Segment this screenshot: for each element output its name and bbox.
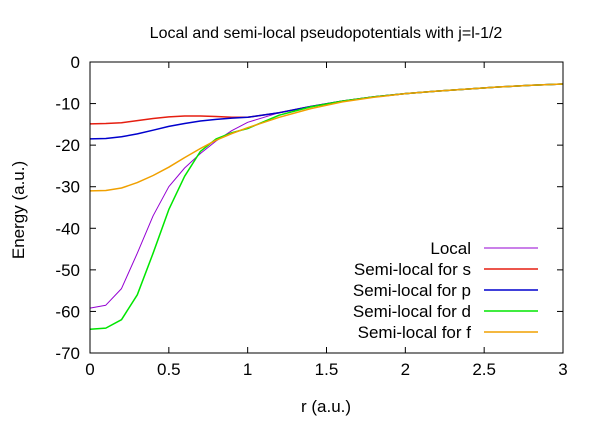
y-tick-label: -70 <box>55 344 80 363</box>
y-tick-label: 0 <box>71 53 80 72</box>
plot-lines <box>89 83 564 331</box>
series-line-5 <box>89 83 564 192</box>
x-tick-label: 2 <box>401 360 410 379</box>
chart-title: Local and semi-local pseudopotentials wi… <box>150 25 503 42</box>
y-tick-label: -50 <box>55 261 80 280</box>
y-tick-label: -10 <box>55 95 80 114</box>
legend-label: Semi-local for s <box>354 260 471 279</box>
y-tick-label: -60 <box>55 302 80 321</box>
series-line-3 <box>89 83 564 140</box>
x-tick-label: 0 <box>85 360 94 379</box>
y-tick-label: -40 <box>55 219 80 238</box>
plot-frame <box>89 61 564 354</box>
series-line-4 <box>89 83 564 331</box>
legend-label: Semi-local for p <box>353 281 471 300</box>
x-tick-label: 0.5 <box>157 360 181 379</box>
x-tick-label: 3 <box>558 360 567 379</box>
y-tick-label: -20 <box>55 136 80 155</box>
x-tick-label: 1 <box>243 360 252 379</box>
legend-label: Local <box>430 239 471 258</box>
axis-ticks: 0 0.5 1 1.5 2 2.5 3 0 -10 -20 -30 -40 -50 -60 -70 <box>55 53 567 379</box>
x-axis-label: r (a.u.) <box>301 397 351 416</box>
y-axis-label: Energy (a.u.) <box>9 161 28 259</box>
legend-label: Semi-local for d <box>353 302 471 321</box>
y-tick-label: -30 <box>55 178 80 197</box>
x-tick-label: 1.5 <box>315 360 339 379</box>
legend-label: Semi-local for f <box>358 323 472 342</box>
x-tick-label: 2.5 <box>472 360 496 379</box>
legend: Local Semi-local for s Semi-local for p Sem… <box>353 239 538 342</box>
